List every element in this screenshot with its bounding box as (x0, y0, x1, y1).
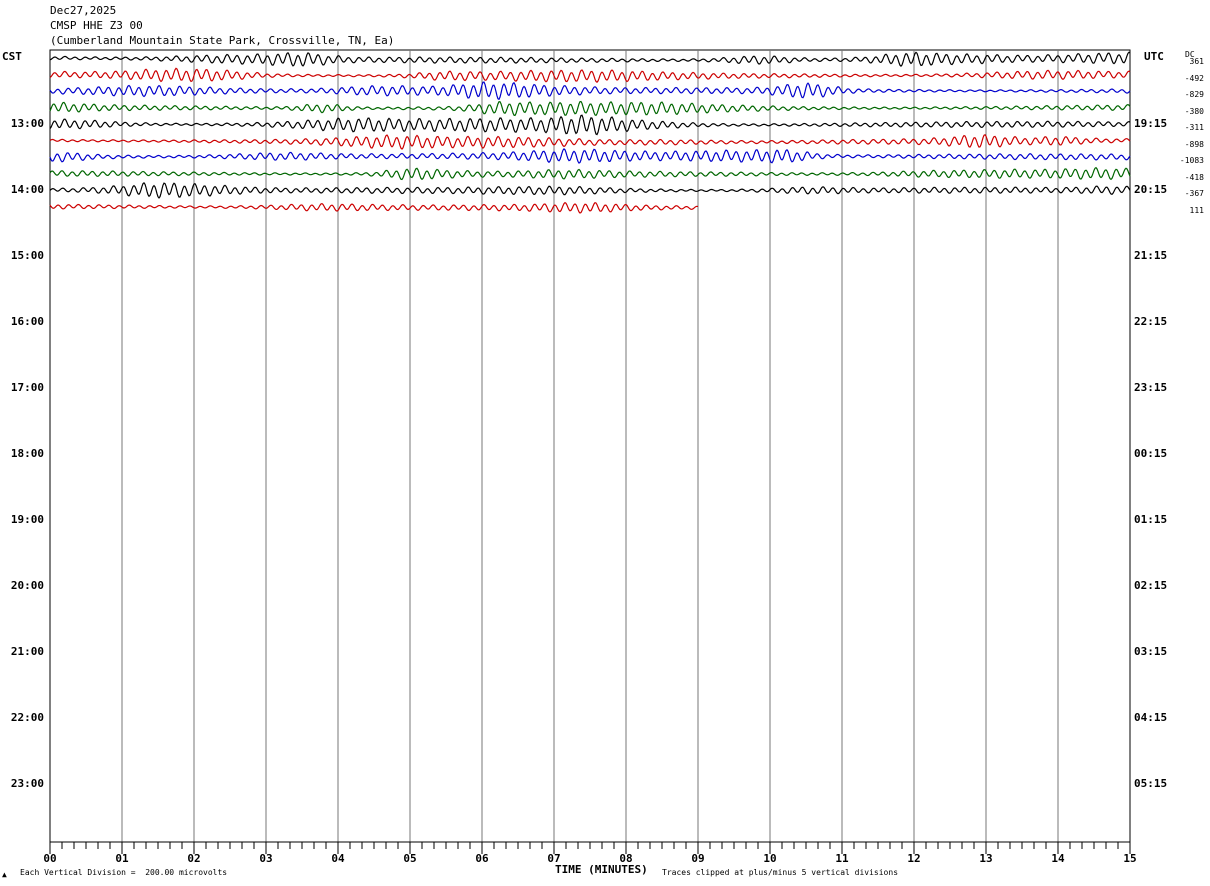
right-hour-label: 00:15 (1134, 447, 1168, 460)
station-location: (Cumberland Mountain State Park, Crossvi… (50, 34, 395, 47)
trace-10 (49, 201, 699, 214)
dc-offset-label: -1083 (1179, 156, 1204, 165)
x-tick-label: 15 (1123, 852, 1137, 865)
left-hour-label: 22:00 (10, 711, 44, 724)
x-tick-label: 13 (979, 852, 993, 865)
dc-offset-label: -311 (1184, 123, 1204, 132)
right-timezone-label: UTC (1144, 50, 1164, 63)
trace-1 (49, 51, 1131, 68)
x-axis-title: TIME (MINUTES) (555, 863, 648, 876)
trace-8 (49, 166, 1131, 181)
trace-5 (49, 114, 1131, 136)
minute-grid (49, 49, 1131, 843)
x-tick-label: 01 (115, 852, 129, 865)
clip-note: Traces clipped at plus/minus 5 vertical … (662, 868, 899, 877)
trace-9 (49, 181, 1131, 199)
record-date: Dec27,2025 (50, 4, 117, 17)
x-tick-label: 09 (691, 852, 705, 865)
logo-mark: ▲ (2, 870, 7, 879)
seismic-traces (49, 51, 1131, 214)
left-hour-label: 20:00 (10, 579, 44, 592)
x-tick-label: 08 (619, 852, 633, 865)
x-tick-label: 05 (403, 852, 417, 865)
trace-4 (49, 100, 1131, 117)
x-tick-label: 04 (331, 852, 345, 865)
dc-offset-label: 111 (1189, 205, 1204, 215)
x-tick-label: 00 (43, 852, 57, 865)
right-hour-label: 23:15 (1134, 381, 1168, 394)
right-hour-label: 19:15 (1134, 117, 1168, 130)
x-tick-label: 14 (1051, 852, 1065, 865)
dc-offset-label: -367 (1184, 189, 1204, 198)
dc-offset-label: -898 (1184, 139, 1204, 149)
x-tick-label: 07 (547, 852, 561, 865)
right-hour-label: 04:15 (1134, 711, 1168, 724)
trace-3 (49, 81, 1131, 101)
trace-6 (49, 133, 1131, 150)
x-tick-label: 06 (475, 852, 489, 865)
right-hour-label: 05:15 (1134, 777, 1168, 790)
dc-offset-header: DC (1185, 50, 1195, 59)
plot-frame (49, 49, 1131, 843)
x-tick-label: 02 (187, 852, 201, 865)
dc-offset-label: 361 (1189, 57, 1204, 66)
scale-note: Each Vertical Division = 200.00 microvol… (20, 868, 228, 877)
right-hour-label: 22:15 (1134, 315, 1168, 328)
trace-2 (49, 67, 1131, 83)
x-axis-ticks (49, 841, 1131, 854)
x-tick-label: 10 (763, 852, 777, 865)
x-tick-label: 03 (259, 852, 273, 865)
left-hour-label: 15:00 (10, 249, 44, 262)
station-code: CMSP HHE Z3 00 (50, 19, 143, 32)
trace-7 (49, 148, 1131, 164)
right-hour-label: 01:15 (1134, 513, 1168, 526)
dc-offset-label: -492 (1184, 73, 1204, 83)
left-timezone-label: CST (2, 50, 22, 63)
dc-offset-label: -418 (1184, 172, 1204, 182)
left-hour-label: 16:00 (10, 315, 44, 328)
left-hour-label: 21:00 (10, 645, 44, 658)
right-hour-label: 21:15 (1134, 249, 1168, 262)
left-hour-label: 17:00 (10, 381, 44, 394)
left-hour-label: 23:00 (10, 777, 44, 790)
left-hour-label: 19:00 (10, 513, 44, 526)
right-hour-label: 20:15 (1134, 183, 1168, 196)
x-tick-label: 11 (835, 852, 849, 865)
dc-offset-label: -380 (1184, 106, 1204, 116)
x-tick-label: 12 (907, 852, 921, 865)
left-hour-label: 18:00 (10, 447, 44, 460)
left-hour-label: 14:00 (10, 183, 44, 196)
right-hour-label: 03:15 (1134, 645, 1168, 658)
right-hour-label: 02:15 (1134, 579, 1168, 592)
dc-offset-label: -829 (1184, 90, 1204, 99)
left-hour-label: 13:00 (10, 117, 44, 130)
